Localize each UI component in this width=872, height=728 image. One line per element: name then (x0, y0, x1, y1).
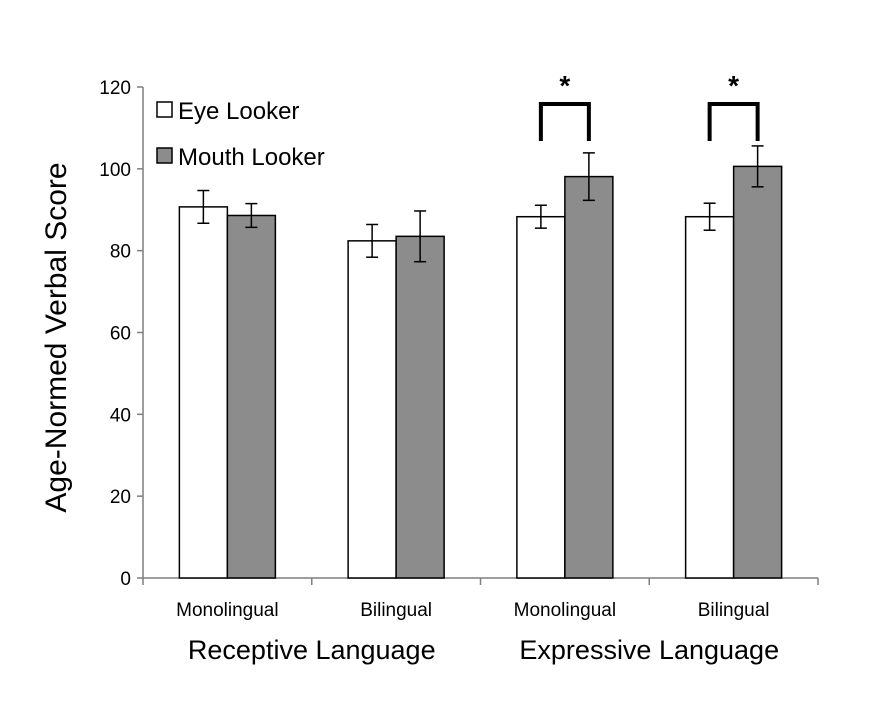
y-axis-label: Age-Normed Verbal Score (40, 162, 73, 512)
y-tick-label: 60 (110, 324, 131, 345)
error-bar (245, 202, 258, 229)
bar-mouth-looker-2 (564, 175, 614, 579)
x-category-label: Monolingual (176, 600, 278, 621)
significance-star: * (728, 70, 739, 101)
bars (178, 165, 783, 579)
x-category-label: Bilingual (698, 600, 770, 621)
significance-brackets: * * (538, 70, 760, 141)
y-tick-label: 0 (120, 569, 131, 590)
legend-swatch-mouth-looker (156, 147, 173, 164)
x-category-label: Monolingual (514, 600, 616, 621)
axis-labels: Monolingual Bilingual Monolingual Bilingual… (40, 162, 779, 665)
x-group-label: Receptive Language (188, 635, 436, 665)
legend-label: Eye Looker (178, 98, 299, 125)
bar-mouth-looker-3 (732, 165, 783, 579)
error-bar (703, 202, 716, 231)
y-tick-label: 100 (99, 160, 131, 181)
significance-bracket (538, 102, 591, 141)
legend: Eye Looker Mouth Looker (156, 98, 325, 171)
significance-bracket (707, 102, 760, 141)
error-bar (197, 189, 210, 225)
significance-star: * (559, 70, 570, 101)
x-group-label: Expressive Language (519, 635, 779, 665)
error-bars (197, 145, 764, 263)
legend-label: Mouth Looker (178, 144, 325, 171)
bar-mouth-looker-1 (395, 235, 445, 579)
bar-eye-looker-3 (684, 215, 735, 579)
legend-swatch-eye-looker (156, 101, 173, 118)
error-bar (414, 210, 427, 263)
bar-eye-looker-1 (347, 240, 397, 579)
y-tick-label: 20 (110, 487, 131, 508)
bar-eye-looker-0 (178, 206, 229, 579)
bar-mouth-looker-0 (226, 214, 277, 579)
error-bar (366, 223, 379, 258)
x-category-label: Bilingual (360, 600, 432, 621)
bar-eye-looker-2 (516, 215, 566, 579)
y-tick-label: 120 (99, 78, 131, 99)
y-tick-label: 80 (110, 242, 131, 263)
error-bar (582, 152, 595, 202)
error-bar (534, 204, 547, 229)
error-bar (751, 145, 764, 188)
y-tick-label: 40 (110, 405, 131, 426)
